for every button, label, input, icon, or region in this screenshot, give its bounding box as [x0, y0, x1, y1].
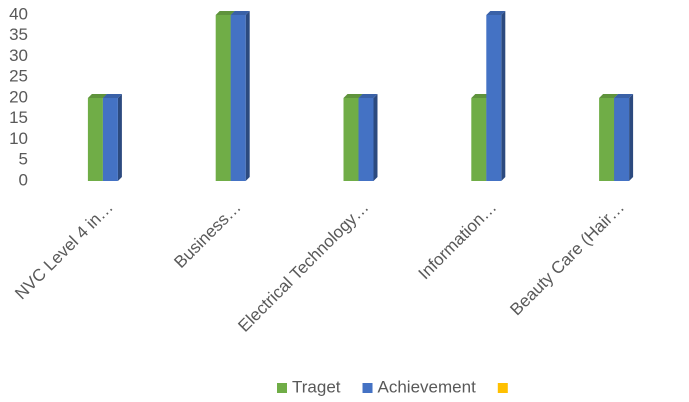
bar: [230, 15, 246, 181]
y-tick-label: 15: [9, 108, 28, 127]
y-tick-label: 0: [19, 170, 28, 189]
bar-top: [358, 94, 378, 98]
bar: [614, 98, 630, 181]
y-tick-label: 20: [9, 87, 28, 106]
bar-top: [215, 11, 235, 15]
bar: [343, 98, 359, 181]
bar-side: [245, 11, 250, 181]
legend-label: Traget: [292, 377, 341, 396]
bar-side: [373, 94, 378, 181]
bar: [358, 98, 374, 181]
legend-swatch: [277, 383, 287, 393]
bar-top: [486, 11, 506, 15]
bar-top: [471, 94, 491, 98]
bar-top: [599, 94, 619, 98]
bar-side: [629, 94, 634, 181]
y-tick-label: 10: [9, 129, 28, 148]
bar-top: [614, 94, 634, 98]
bar: [471, 98, 487, 181]
x-tick-label: Beauty Care (Hair…: [506, 198, 628, 320]
x-tick-label: Electrical Technology…: [234, 198, 372, 336]
bar: [102, 98, 118, 181]
y-tick-label: 5: [19, 150, 28, 169]
bar: [215, 15, 231, 181]
x-tick-label: Information…: [415, 198, 501, 284]
bar-top: [102, 94, 122, 98]
bar-top: [87, 94, 107, 98]
legend-label: Achievement: [378, 377, 477, 396]
bar-top: [230, 11, 250, 15]
y-tick-label: 40: [9, 4, 28, 23]
y-tick-label: 25: [9, 67, 28, 86]
x-tick-label: Business…: [170, 198, 244, 272]
bar: [486, 15, 502, 181]
bar: [87, 98, 103, 181]
bar: [599, 98, 615, 181]
bar-side: [117, 94, 122, 181]
y-tick-label: 35: [9, 25, 28, 44]
bar-top: [343, 94, 363, 98]
bar-side: [501, 11, 506, 181]
y-tick-label: 30: [9, 46, 28, 65]
legend-swatch: [362, 383, 373, 393]
x-tick-label: NVC Level 4 in…: [11, 198, 117, 304]
legend-swatch: [497, 383, 508, 393]
